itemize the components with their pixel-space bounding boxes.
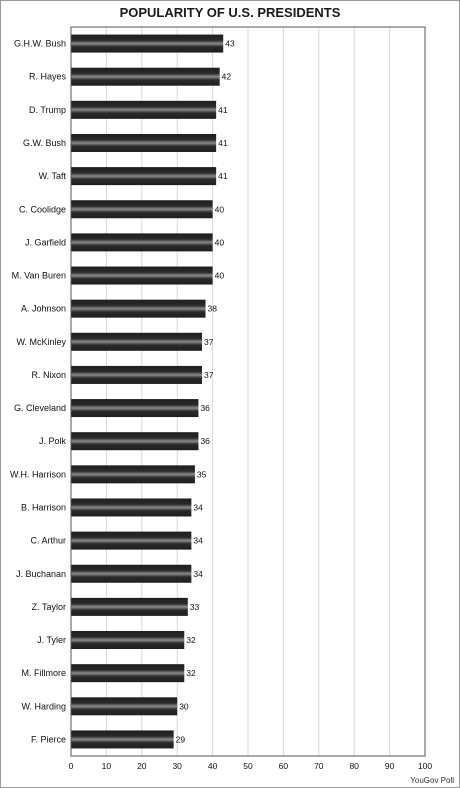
category-label: A. Johnson	[21, 304, 66, 314]
x-tick-label: 80	[349, 761, 359, 771]
category-label: W. McKinley	[16, 337, 66, 347]
value-label: 32	[186, 635, 196, 645]
category-label: G.H.W. Bush	[14, 39, 66, 49]
chart-title: POPULARITY OF U.S. PRESIDENTS	[119, 5, 341, 20]
value-label: 32	[186, 668, 196, 678]
value-label: 43	[225, 39, 235, 49]
x-axis: 0 10 20 30 40 50 60 70 80 90 100	[69, 26, 432, 771]
x-tick-label: 70	[314, 761, 324, 771]
value-label: 36	[200, 436, 210, 446]
category-label: W. Harding	[21, 701, 66, 711]
gridlines	[105, 27, 426, 756]
bar	[71, 432, 199, 451]
category-label: W.H. Harrison	[10, 469, 66, 479]
value-label: 34	[193, 569, 203, 579]
x-tick-label: 100	[418, 761, 432, 771]
value-label: 29	[176, 734, 186, 744]
bar	[71, 133, 217, 152]
category-label: D. Trump	[29, 105, 66, 115]
category-label: G.W. Bush	[23, 138, 66, 148]
bar	[71, 564, 192, 583]
value-label: 33	[190, 602, 200, 612]
x-tick-label: 10	[102, 761, 112, 771]
plot-area-border	[70, 26, 426, 757]
x-tick-label: 20	[137, 761, 147, 771]
bar	[71, 531, 192, 550]
value-label: 40	[215, 204, 225, 214]
value-label: 34	[193, 502, 203, 512]
bar	[71, 498, 192, 517]
category-label: J. Tyler	[37, 635, 66, 645]
x-tick-label: 50	[243, 761, 253, 771]
category-label: W. Taft	[39, 171, 67, 181]
category-label: F. Pierce	[31, 734, 66, 744]
value-label: 42	[222, 72, 232, 82]
category-label: M. Van Buren	[12, 271, 66, 281]
category-label: Z. Taylor	[32, 602, 66, 612]
value-label: 35	[197, 469, 207, 479]
bar	[71, 67, 220, 86]
value-labels: 43 42 41 41 41 40 40 40 38 37 37 36 36 35 34 34 34 33 32 32…	[176, 39, 235, 745]
value-label: 41	[218, 105, 228, 115]
x-tick-label: 30	[172, 761, 182, 771]
bar	[71, 34, 224, 53]
value-label: 40	[215, 237, 225, 247]
x-tick-label: 40	[208, 761, 218, 771]
x-tick-label: 60	[279, 761, 289, 771]
bar	[71, 299, 206, 318]
value-label: 34	[193, 536, 203, 546]
bar	[71, 597, 188, 616]
value-label: 36	[200, 403, 210, 413]
category-label: G. Cleveland	[14, 403, 66, 413]
value-label: 41	[218, 171, 228, 181]
bar	[71, 100, 217, 119]
source-label: YouGov Poll	[410, 776, 454, 785]
bar	[71, 465, 195, 484]
value-label: 30	[179, 701, 189, 711]
value-label: 40	[215, 271, 225, 281]
x-tick-label: 0	[69, 761, 74, 771]
bar	[71, 730, 174, 749]
category-label: C. Arthur	[30, 536, 66, 546]
bar	[71, 399, 199, 418]
category-label: R. Hayes	[29, 72, 67, 82]
value-label: 41	[218, 138, 228, 148]
bars	[71, 34, 224, 749]
category-label: B. Harrison	[21, 502, 66, 512]
bar	[71, 365, 202, 384]
category-labels: G.H.W. Bush R. Hayes D. Trump G.W. Bush W. T…	[10, 39, 67, 745]
category-label: C. Coolidge	[19, 204, 66, 214]
value-label: 37	[204, 337, 214, 347]
bar	[71, 697, 178, 716]
bar	[71, 233, 213, 252]
category-label: J. Buchanan	[16, 569, 66, 579]
category-label: R. Nixon	[31, 370, 66, 380]
bar	[71, 631, 185, 650]
value-label: 37	[204, 370, 214, 380]
category-label: J. Garfield	[25, 237, 66, 247]
x-tick-label: 90	[385, 761, 395, 771]
category-label: M. Fillmore	[22, 668, 67, 678]
bar	[71, 167, 217, 186]
bar	[71, 266, 213, 285]
bar	[71, 332, 202, 351]
category-label: J. Polk	[39, 436, 67, 446]
bar	[71, 200, 213, 219]
bar	[71, 664, 185, 683]
value-label: 38	[208, 304, 218, 314]
